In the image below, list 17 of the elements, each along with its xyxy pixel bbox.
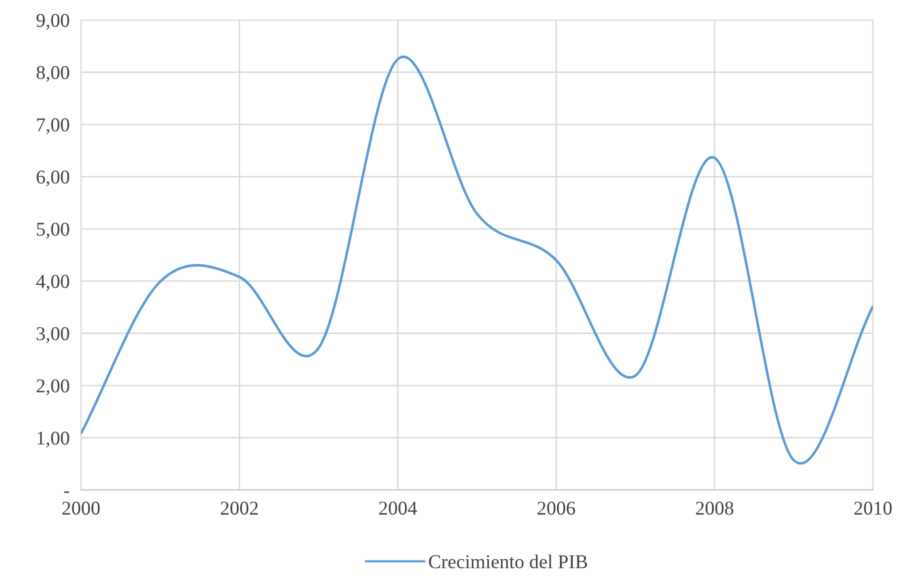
x-tick-label: 2008 [696,502,734,515]
y-tick-label: 3,00 [36,327,70,344]
y-tick-label: 2,00 [36,379,70,396]
y-tick-label: 5,00 [36,222,70,239]
x-tick-label: 2002 [220,502,258,515]
y-tick-label: 8,00 [36,66,70,82]
y-tick-label: 9,00 [36,14,70,30]
x-tick-label: 2004 [379,502,417,515]
y-tick-label: 7,00 [37,118,70,134]
x-tick-label: 2000 [62,502,100,515]
legend-label: Crecimiento del PIB [428,554,588,568]
y-tick-label: 6,00 [36,170,70,186]
y-tick-label: - [64,491,70,493]
y-tick-label: 1,00 [38,432,70,448]
x-tick-label: 2010 [854,502,892,515]
x-tick-label: 2006 [538,502,576,515]
y-tick-label: 4,00 [36,274,70,291]
